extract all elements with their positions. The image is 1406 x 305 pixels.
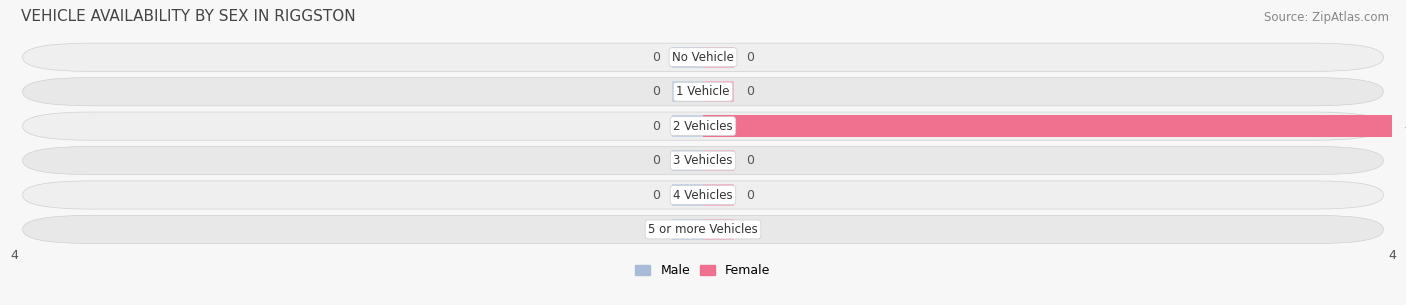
Text: 0: 0 — [652, 154, 659, 167]
Text: 0: 0 — [652, 85, 659, 98]
Text: 0: 0 — [747, 85, 754, 98]
Text: 0: 0 — [747, 51, 754, 64]
Text: Source: ZipAtlas.com: Source: ZipAtlas.com — [1264, 11, 1389, 24]
Text: 4: 4 — [10, 249, 18, 262]
Legend: Male, Female: Male, Female — [630, 259, 776, 282]
FancyBboxPatch shape — [22, 112, 1384, 140]
FancyBboxPatch shape — [22, 181, 1384, 209]
Bar — [672, 150, 703, 171]
FancyBboxPatch shape — [22, 43, 1384, 71]
Text: 3 Vehicles: 3 Vehicles — [673, 154, 733, 167]
Text: 0: 0 — [652, 188, 659, 202]
Bar — [703, 219, 734, 240]
Bar — [703, 81, 734, 102]
Bar — [672, 184, 703, 206]
Text: No Vehicle: No Vehicle — [672, 51, 734, 64]
Bar — [672, 47, 703, 68]
FancyBboxPatch shape — [22, 146, 1384, 175]
Text: VEHICLE AVAILABILITY BY SEX IN RIGGSTON: VEHICLE AVAILABILITY BY SEX IN RIGGSTON — [21, 9, 356, 24]
Bar — [672, 219, 703, 240]
Bar — [703, 47, 734, 68]
Text: 0: 0 — [652, 120, 659, 133]
Text: 0: 0 — [747, 188, 754, 202]
Text: 0: 0 — [747, 154, 754, 167]
Text: 2 Vehicles: 2 Vehicles — [673, 120, 733, 133]
FancyBboxPatch shape — [22, 215, 1384, 244]
Bar — [672, 116, 703, 137]
Text: 5 or more Vehicles: 5 or more Vehicles — [648, 223, 758, 236]
Bar — [703, 184, 734, 206]
Text: 1 Vehicle: 1 Vehicle — [676, 85, 730, 98]
Text: 0: 0 — [652, 223, 659, 236]
Text: 0: 0 — [652, 51, 659, 64]
Text: 0: 0 — [747, 223, 754, 236]
Text: 4: 4 — [1388, 249, 1396, 262]
FancyBboxPatch shape — [22, 77, 1384, 106]
Text: 4 Vehicles: 4 Vehicles — [673, 188, 733, 202]
Bar — [703, 116, 1392, 137]
Text: 4: 4 — [1405, 120, 1406, 133]
Bar — [703, 150, 734, 171]
Bar — [672, 81, 703, 102]
